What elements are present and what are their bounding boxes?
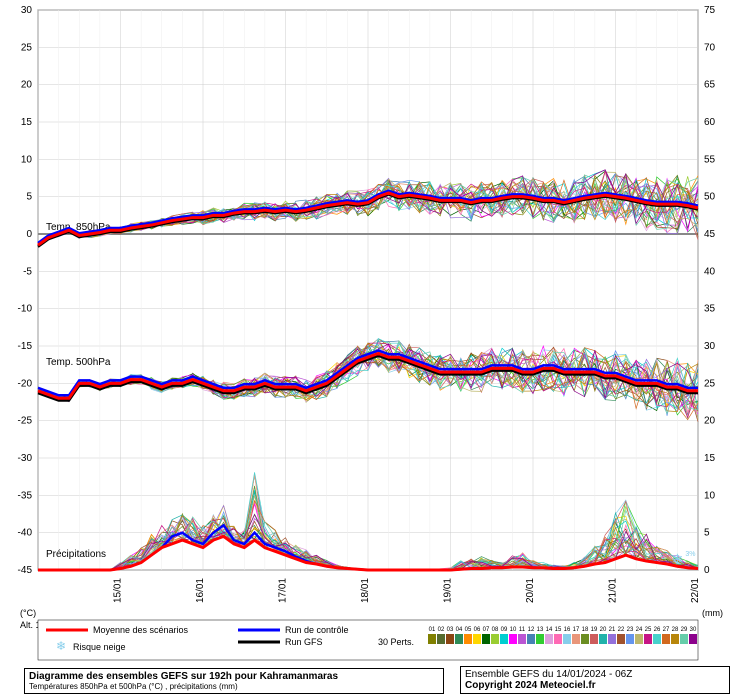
svg-text:23: 23 xyxy=(627,627,634,633)
svg-text:28: 28 xyxy=(672,627,679,633)
svg-text:Moyenne des scénarios: Moyenne des scénarios xyxy=(93,625,189,635)
svg-text:18: 18 xyxy=(582,627,589,633)
svg-text:25: 25 xyxy=(704,378,716,389)
svg-text:5: 5 xyxy=(704,528,710,539)
svg-text:22: 22 xyxy=(618,627,625,633)
svg-text:0: 0 xyxy=(704,565,710,576)
footer-left-box: Diagramme des ensembles GEFS sur 192h po… xyxy=(24,668,444,694)
svg-text:-15: -15 xyxy=(18,341,33,352)
svg-text:45: 45 xyxy=(704,229,716,240)
svg-text:30: 30 xyxy=(704,341,716,352)
svg-text:(°C): (°C) xyxy=(20,608,36,618)
svg-text:40: 40 xyxy=(704,266,716,277)
svg-text:14: 14 xyxy=(546,627,553,633)
svg-text:18/01: 18/01 xyxy=(360,578,371,603)
chart-container: -45-40-35-30-25-20-15-10-505101520253005… xyxy=(0,0,740,700)
svg-text:3%: 3% xyxy=(685,551,695,558)
svg-text:15/01: 15/01 xyxy=(113,578,124,603)
svg-text:20: 20 xyxy=(21,80,33,91)
svg-text:21/01: 21/01 xyxy=(608,578,619,603)
svg-text:17: 17 xyxy=(573,627,580,633)
svg-text:-5: -5 xyxy=(23,266,32,277)
copyright: Copyright 2024 Meteociel.fr xyxy=(465,680,725,691)
svg-text:Précipitations: Précipitations xyxy=(46,549,106,560)
svg-text:11: 11 xyxy=(519,627,526,633)
svg-text:70: 70 xyxy=(704,42,716,53)
svg-text:-25: -25 xyxy=(18,416,33,427)
svg-text:❄: ❄ xyxy=(672,551,684,567)
svg-text:05: 05 xyxy=(465,627,472,633)
svg-text:-45: -45 xyxy=(18,565,33,576)
svg-text:20/01: 20/01 xyxy=(525,578,536,603)
svg-text:26: 26 xyxy=(654,627,661,633)
svg-text:-40: -40 xyxy=(18,528,33,539)
svg-text:Temp. 500hPa: Temp. 500hPa xyxy=(46,357,111,368)
svg-text:❄: ❄ xyxy=(56,639,66,653)
svg-text:Run GFS: Run GFS xyxy=(285,637,323,647)
svg-text:19/01: 19/01 xyxy=(443,578,454,603)
svg-text:09: 09 xyxy=(501,627,508,633)
svg-text:35: 35 xyxy=(704,304,716,315)
svg-text:15: 15 xyxy=(555,627,562,633)
svg-text:10: 10 xyxy=(704,490,716,501)
svg-text:25: 25 xyxy=(645,627,652,633)
svg-text:Risque neige: Risque neige xyxy=(73,642,126,652)
svg-text:0: 0 xyxy=(26,229,32,240)
svg-text:20: 20 xyxy=(600,627,607,633)
svg-text:01: 01 xyxy=(429,627,436,633)
svg-text:50: 50 xyxy=(704,192,716,203)
svg-text:13: 13 xyxy=(537,627,544,633)
svg-text:15: 15 xyxy=(704,453,716,464)
svg-text:06: 06 xyxy=(474,627,481,633)
svg-text:-20: -20 xyxy=(18,378,33,389)
svg-text:29: 29 xyxy=(681,627,688,633)
svg-text:19: 19 xyxy=(591,627,598,633)
svg-text:-10: -10 xyxy=(18,304,33,315)
svg-text:07: 07 xyxy=(483,627,490,633)
svg-text:10: 10 xyxy=(21,154,33,165)
svg-text:17/01: 17/01 xyxy=(278,578,289,603)
svg-text:15: 15 xyxy=(21,117,33,128)
svg-text:12: 12 xyxy=(528,627,535,633)
svg-text:30 Perts.: 30 Perts. xyxy=(378,637,414,647)
svg-text:03: 03 xyxy=(447,627,454,633)
svg-text:10: 10 xyxy=(510,627,517,633)
run-info: Ensemble GEFS du 14/01/2024 - 06Z xyxy=(465,669,725,680)
svg-text:5: 5 xyxy=(26,192,32,203)
ensemble-chart: -45-40-35-30-25-20-15-10-505101520253005… xyxy=(0,0,740,700)
svg-text:27: 27 xyxy=(663,627,670,633)
svg-text:02: 02 xyxy=(438,627,445,633)
diagram-title: Diagramme des ensembles GEFS sur 192h po… xyxy=(29,671,439,682)
svg-text:22/01: 22/01 xyxy=(690,578,701,603)
diagram-subtitle: Températures 850hPa et 500hPa (°C) , pré… xyxy=(29,682,439,691)
svg-text:25: 25 xyxy=(21,42,33,53)
svg-text:04: 04 xyxy=(456,627,463,633)
svg-text:75: 75 xyxy=(704,5,716,16)
svg-text:30: 30 xyxy=(21,5,33,16)
svg-text:(mm): (mm) xyxy=(702,608,723,618)
svg-text:55: 55 xyxy=(704,154,716,165)
svg-text:Run de contrôle: Run de contrôle xyxy=(285,625,349,635)
svg-text:08: 08 xyxy=(492,627,499,633)
svg-text:16/01: 16/01 xyxy=(195,578,206,603)
svg-text:30: 30 xyxy=(690,627,697,633)
svg-text:60: 60 xyxy=(704,117,716,128)
footer-right-box: Ensemble GEFS du 14/01/2024 - 06Z Copyri… xyxy=(460,666,730,694)
svg-text:24: 24 xyxy=(636,627,643,633)
svg-text:20: 20 xyxy=(704,416,716,427)
svg-text:21: 21 xyxy=(609,627,616,633)
svg-text:-35: -35 xyxy=(18,490,33,501)
svg-text:-30: -30 xyxy=(18,453,33,464)
svg-text:16: 16 xyxy=(564,627,571,633)
svg-text:65: 65 xyxy=(704,80,716,91)
